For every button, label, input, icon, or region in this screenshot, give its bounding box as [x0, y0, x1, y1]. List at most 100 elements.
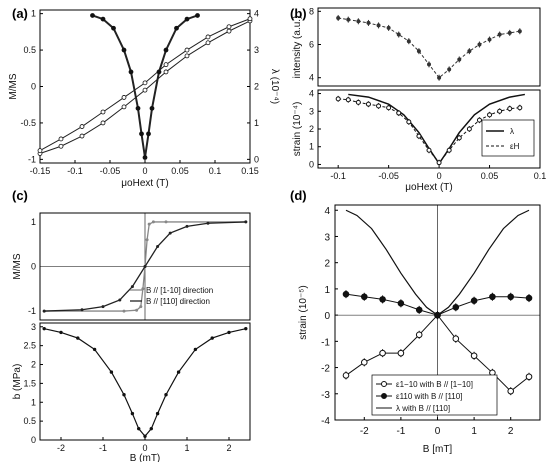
- data-point: [151, 220, 155, 224]
- data-point: [360, 293, 368, 301]
- series-line-2: [345, 209, 530, 316]
- data-point: [184, 53, 190, 59]
- data-point: [507, 106, 513, 112]
- data-point: [156, 244, 160, 248]
- data-point: [90, 13, 95, 18]
- legend-label: B // [1-10] direction: [146, 286, 213, 295]
- legend-label: λ: [510, 127, 514, 136]
- data-point: [135, 105, 141, 111]
- legend-marker: [381, 393, 387, 399]
- data-point: [58, 136, 64, 142]
- data-point: [79, 124, 85, 129]
- series-line-2: [92, 14, 198, 158]
- data-point: [406, 39, 411, 44]
- y-tick-label: 2.5: [23, 341, 36, 351]
- x-tick-label: 0.05: [171, 166, 189, 176]
- data-point: [342, 372, 350, 379]
- y-tick-label: -0.5: [20, 118, 36, 128]
- legend-label: B // [110] direction: [146, 297, 210, 306]
- y-tick-label: -1: [321, 337, 330, 348]
- data-point: [436, 160, 442, 166]
- x-tick-label: -2: [57, 443, 65, 453]
- x-tick-label: -1: [396, 426, 405, 437]
- data-point: [101, 305, 105, 309]
- y-tick-label: 8: [309, 6, 314, 16]
- data-point: [247, 16, 253, 22]
- data-point: [168, 231, 172, 235]
- panel-label-b: (b): [290, 6, 307, 21]
- data-point: [118, 298, 122, 302]
- data-point: [507, 293, 515, 301]
- data-point: [379, 296, 386, 303]
- data-point: [149, 105, 155, 111]
- data-point: [386, 25, 391, 30]
- data-point: [497, 108, 503, 114]
- data-point: [342, 290, 350, 298]
- data-point: [147, 222, 151, 226]
- y-tick-label: 1: [31, 397, 36, 407]
- data-point: [507, 30, 512, 35]
- y-tick-label: 0.5: [23, 416, 36, 426]
- y-axis-label: intensity (a.u.): [292, 16, 303, 79]
- y-tick-label: 3: [31, 322, 36, 332]
- data-point: [205, 40, 211, 46]
- data-point: [135, 308, 139, 312]
- y-axis-label: strain (10⁻⁴): [292, 102, 303, 157]
- series-line-b: [44, 328, 246, 438]
- x-tick-label: 0: [437, 171, 442, 181]
- data-point: [470, 297, 478, 305]
- data-point: [376, 23, 381, 28]
- y-tick-label: 0.5: [23, 45, 36, 55]
- panel-a-frame: [39, 9, 251, 164]
- data-point: [437, 75, 442, 80]
- legend-label: ε110 with B // [110]: [396, 392, 462, 401]
- data-point: [121, 47, 127, 53]
- panel-label-c: (c): [12, 188, 28, 203]
- x-tick-label: 0: [142, 166, 147, 176]
- data-point: [130, 411, 135, 416]
- data-point: [121, 104, 127, 110]
- x-axis-label: μoHext (T): [405, 182, 452, 193]
- y-tick-label: -2: [321, 364, 330, 375]
- y-tick-label: -1: [28, 154, 36, 164]
- y-tick-label: 4: [324, 206, 330, 217]
- data-point: [456, 135, 462, 141]
- data-point: [128, 69, 134, 75]
- data-point: [142, 87, 148, 93]
- data-point: [163, 62, 169, 68]
- data-point: [415, 306, 423, 314]
- data-point: [244, 220, 248, 224]
- data-point: [149, 426, 153, 431]
- data-point: [139, 305, 143, 309]
- data-point: [121, 95, 127, 100]
- data-point: [397, 349, 405, 357]
- data-point: [447, 67, 452, 72]
- x-axis-label: B (mT): [130, 453, 161, 462]
- data-point: [42, 309, 46, 313]
- data-point: [79, 133, 85, 139]
- x-axis-label: B [mT]: [423, 444, 453, 455]
- x-tick-label: 2: [508, 426, 514, 437]
- y-tick-label: 2: [31, 360, 36, 370]
- data-point: [467, 49, 472, 54]
- data-point: [58, 143, 64, 149]
- data-point: [244, 326, 248, 331]
- x-tick-label: 0: [435, 426, 441, 437]
- data-point: [143, 434, 147, 438]
- data-point: [525, 294, 533, 302]
- data-point: [487, 112, 493, 118]
- data-point: [100, 120, 106, 126]
- data-point: [415, 331, 423, 339]
- x-tick-label: 1: [471, 426, 477, 437]
- data-point: [139, 131, 144, 137]
- data-point: [416, 133, 422, 139]
- data-point: [360, 359, 368, 366]
- data-point: [174, 25, 179, 31]
- data-point: [100, 109, 106, 115]
- panel-b-top-frame: [317, 7, 541, 87]
- x-tick-label: -0.1: [330, 171, 346, 181]
- data-point: [145, 238, 149, 242]
- y-tick-label: -3: [321, 390, 330, 401]
- y-tick-label: -4: [321, 416, 330, 427]
- data-point: [386, 105, 392, 111]
